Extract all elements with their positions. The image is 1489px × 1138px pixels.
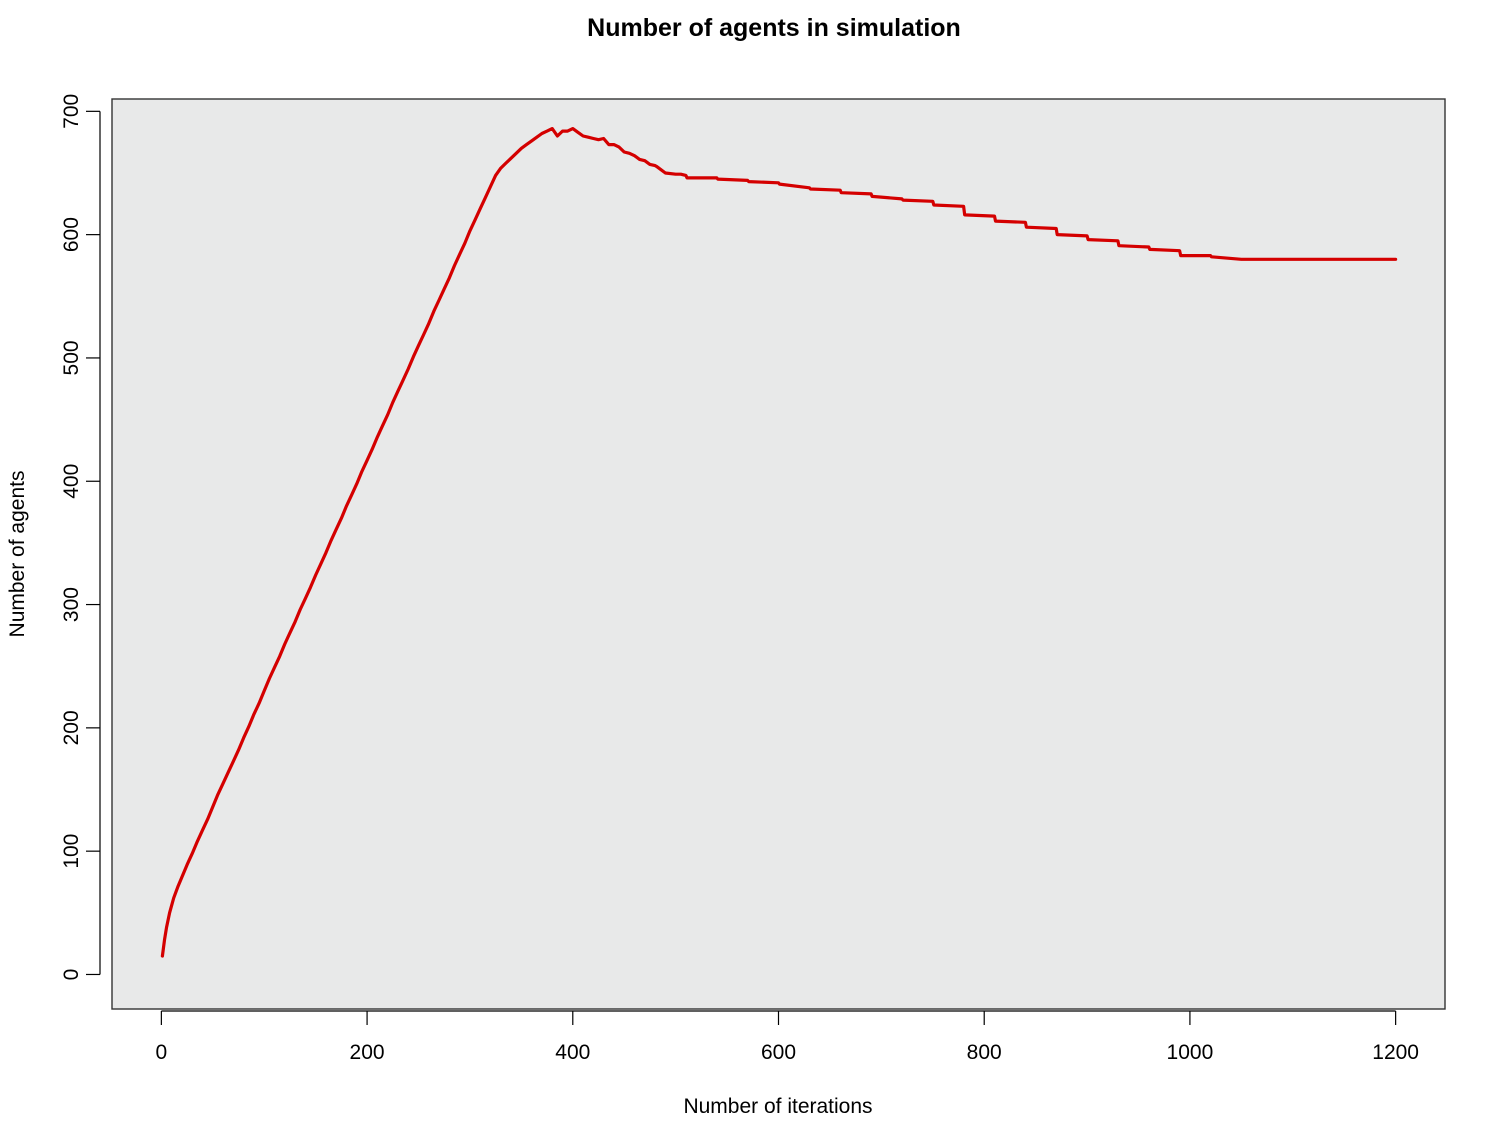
- y-tick-label: 600: [60, 217, 83, 252]
- y-tick-label: 400: [60, 464, 83, 499]
- y-axis-label: Number of agents: [6, 471, 29, 638]
- y-axis: 0 100 200 300 400 500 600 700: [60, 94, 101, 981]
- x-tick-label: 0: [156, 1041, 168, 1064]
- x-tick-label: 800: [967, 1041, 1002, 1064]
- x-axis: 0 200 400 600 800 1000 1200: [156, 1010, 1419, 1064]
- x-tick-label: 400: [555, 1041, 590, 1064]
- series-line-0: [160, 127, 1398, 958]
- y-tick-label: 100: [60, 834, 83, 869]
- x-axis-label: Number of iterations: [683, 1095, 872, 1118]
- x-tick-label: 200: [350, 1041, 385, 1064]
- plot-area: [111, 98, 1446, 1010]
- x-tick-label: 1200: [1372, 1041, 1419, 1064]
- y-tick-label: 200: [60, 710, 83, 745]
- x-tick-label: 600: [761, 1041, 796, 1064]
- y-tick-label: 300: [60, 587, 83, 622]
- y-tick-label: 0: [60, 969, 83, 981]
- y-tick-label: 500: [60, 340, 83, 375]
- y-tick-label: 700: [60, 94, 83, 129]
- x-tick-label: 1000: [1167, 1041, 1214, 1064]
- series-layer: [160, 127, 1398, 958]
- chart-title: Number of agents in simulation: [587, 14, 961, 42]
